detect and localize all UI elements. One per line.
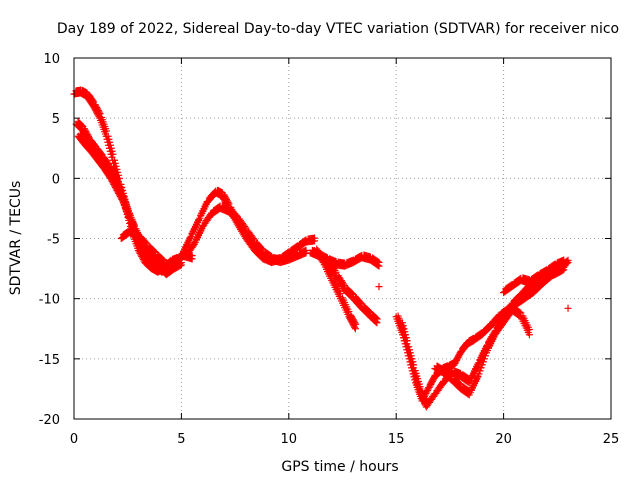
data-point: [450, 361, 458, 369]
data-point: [107, 144, 115, 152]
data-point: [475, 370, 483, 378]
data-point: [109, 150, 117, 158]
data-point: [405, 343, 413, 351]
data-point: [477, 364, 485, 372]
data-point: [107, 141, 115, 149]
plot-frame: [73, 57, 612, 420]
mark-layer: [70, 86, 572, 411]
data-point: [478, 361, 486, 369]
data-point: [189, 242, 197, 250]
x-tick-label: 0: [70, 432, 78, 447]
outlier-point: [564, 304, 572, 312]
x-tick-label: 15: [388, 432, 405, 447]
data-point: [402, 331, 410, 339]
data-point: [410, 361, 418, 369]
data-point: [108, 147, 116, 155]
data-point: [474, 373, 482, 381]
x-tick-label: 5: [177, 432, 185, 447]
data-point: [425, 383, 433, 391]
y-tick-label: -5: [47, 233, 60, 248]
data-point: [400, 325, 408, 333]
data-point: [112, 162, 120, 170]
data-point: [455, 352, 463, 360]
data-point: [374, 261, 382, 269]
data-point: [407, 352, 415, 360]
data-point: [176, 254, 184, 262]
data-point: [479, 358, 487, 366]
data-point: [401, 328, 409, 336]
data-point: [402, 334, 410, 342]
data-point: [398, 319, 406, 327]
data-point: [399, 322, 407, 330]
data-point: [408, 355, 416, 363]
data-point: [426, 382, 434, 390]
data-point: [351, 323, 359, 331]
data-point: [372, 318, 380, 326]
data-point: [105, 135, 113, 143]
y-axis-label: SDTVAR / TECUs: [8, 181, 24, 296]
data-point: [111, 159, 119, 167]
data-point: [351, 325, 359, 333]
data-point: [423, 388, 431, 396]
data-point: [409, 358, 417, 366]
data-point: [560, 266, 568, 274]
y-tick-label: -20: [39, 413, 60, 428]
y-tick-label: 0: [52, 172, 60, 187]
data-point: [453, 355, 461, 363]
x-tick-label: 10: [281, 432, 298, 447]
data-point: [106, 138, 114, 146]
y-tick-label: -15: [39, 353, 60, 368]
data-point: [451, 359, 459, 367]
data-point: [476, 367, 484, 375]
data-point: [375, 262, 383, 270]
data-point: [311, 237, 319, 245]
data-point: [318, 257, 326, 265]
data-point: [480, 355, 488, 363]
data-point: [428, 379, 436, 387]
x-tick-label: 20: [495, 432, 512, 447]
x-axis-label: GPS time / hours: [281, 459, 398, 475]
y-tick-label: 5: [52, 112, 60, 127]
outlier-point: [375, 283, 383, 291]
data-point: [454, 353, 462, 361]
data-point: [525, 331, 533, 339]
y-tick-label: -10: [39, 293, 60, 308]
data-point: [429, 376, 437, 384]
data-point: [424, 385, 432, 393]
data-point: [481, 352, 489, 360]
data-point: [427, 380, 435, 388]
data-point: [406, 346, 414, 354]
data-point: [452, 358, 460, 366]
data-point: [406, 349, 414, 357]
data-point: [373, 319, 381, 327]
data-point: [104, 132, 112, 140]
data-point: [453, 356, 461, 364]
chart-title: Day 189 of 2022, Sidereal Day-to-day VTE…: [57, 21, 619, 37]
data-point: [559, 266, 567, 274]
data-point: [403, 337, 411, 345]
data-point: [428, 377, 436, 385]
data-point: [188, 255, 196, 263]
x-tick-label: 25: [603, 432, 620, 447]
data-point: [111, 156, 119, 164]
data-point: [424, 386, 432, 394]
data-point: [560, 259, 568, 267]
y-tick-label: 10: [43, 52, 60, 67]
